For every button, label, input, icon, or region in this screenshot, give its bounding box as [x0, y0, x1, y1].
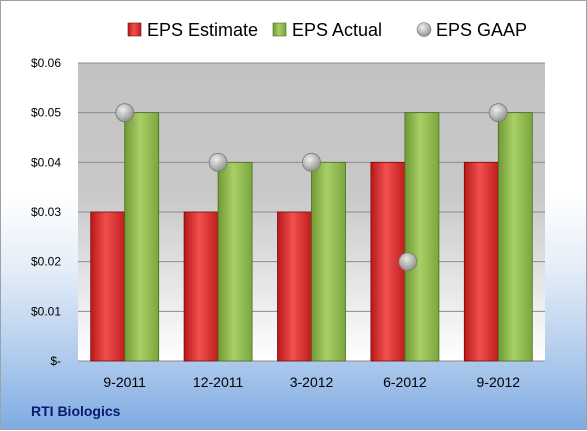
- x-tick-label: 9-2012: [477, 374, 521, 390]
- eps-actual-bar: [311, 161, 346, 362]
- x-tick-label: 3-2012: [290, 374, 334, 390]
- eps-gaap-marker: [302, 152, 321, 172]
- legend-marker: [416, 22, 432, 37]
- y-axis: $- $0.01 $0.02 $0.03 $0.04 $0.05 $0.06: [31, 56, 61, 368]
- x-axis: 9-2011 12-2011 3-2012 6-2012 9-2012: [103, 374, 520, 390]
- eps-estimate-bar: [90, 211, 126, 362]
- legend: EPS Estimate EPS Actual EPS GAAP: [127, 20, 527, 40]
- eps-gaap-marker: [488, 103, 508, 123]
- x-tick-label: 9-2011: [103, 374, 146, 390]
- eps-gaap-marker: [398, 252, 418, 272]
- y-tick-label: $0.02: [31, 255, 61, 269]
- legend-label: EPS Actual: [292, 20, 382, 40]
- eps-gaap-marker: [208, 152, 228, 172]
- gaap-markers: [115, 103, 508, 272]
- y-tick-label: $0.03: [31, 205, 61, 219]
- eps-actual-bar: [497, 112, 533, 362]
- y-tick-label: $0.04: [31, 155, 61, 169]
- bars: [90, 112, 533, 362]
- eps-estimate-bar: [277, 211, 312, 362]
- legend-swatch: [127, 22, 142, 37]
- eps-gaap-marker: [115, 103, 135, 123]
- legend-label: EPS GAAP: [436, 20, 527, 40]
- eps-actual-bar: [404, 112, 440, 362]
- x-tick-label: 6-2012: [383, 374, 427, 390]
- eps-estimate-bar: [463, 161, 499, 362]
- y-tick-label: $0.06: [31, 56, 61, 70]
- eps-actual-bar: [124, 112, 160, 362]
- eps-actual-bar: [217, 161, 253, 362]
- y-tick-label: $-: [50, 354, 61, 368]
- y-tick-label: $0.05: [31, 106, 61, 120]
- legend-label: EPS Estimate: [147, 20, 258, 40]
- legend-swatch: [272, 22, 287, 37]
- x-tick-label: 12-2011: [193, 374, 244, 390]
- y-tick-label: $0.01: [31, 304, 61, 318]
- eps-estimate-bar: [183, 211, 219, 362]
- company-label: RTI Biologics: [31, 403, 121, 419]
